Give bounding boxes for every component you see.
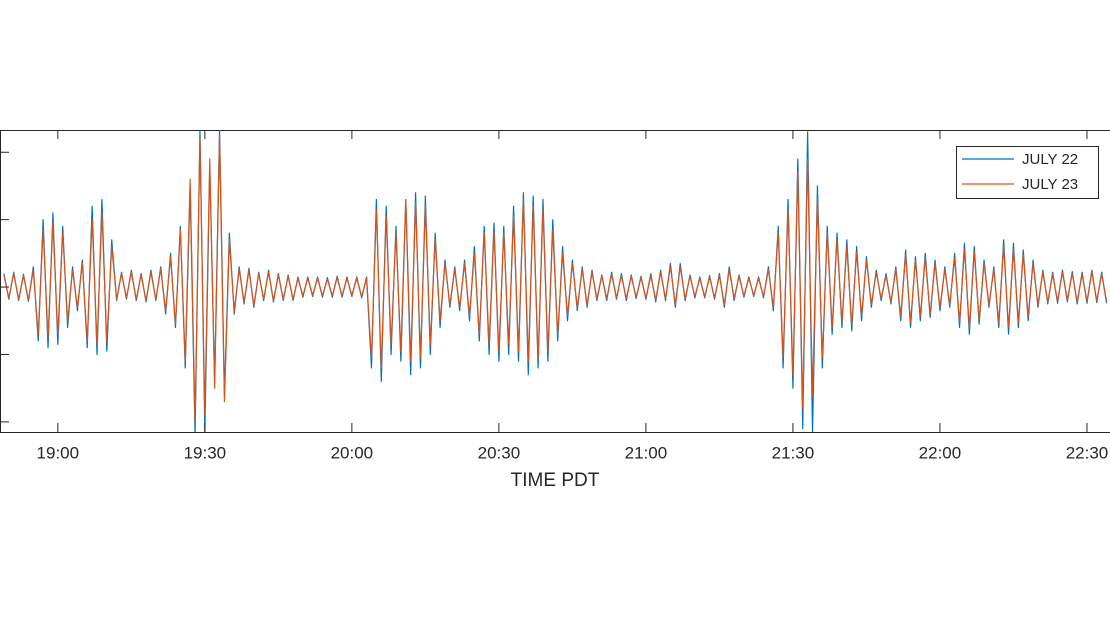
x-tick-label: 19:30: [184, 443, 227, 462]
plot-area: [3, 130, 1108, 432]
x-tick-label: 21:30: [772, 443, 815, 462]
x-tick-label: 21:00: [625, 443, 668, 462]
x-tick-label: 22:00: [919, 443, 962, 462]
series-line: [3, 134, 1108, 423]
x-tick-label: 22:30: [1066, 443, 1109, 462]
legend-label: JULY 22: [1022, 151, 1078, 168]
x-tick-label: 20:00: [331, 443, 374, 462]
x-tick-label: 20:30: [478, 443, 521, 462]
x-axis-label: TIME PDT: [511, 470, 600, 491]
legend-label: JULY 23: [1022, 176, 1078, 193]
legend-box: [956, 146, 1099, 199]
x-tick-label: 19:00: [37, 443, 80, 462]
